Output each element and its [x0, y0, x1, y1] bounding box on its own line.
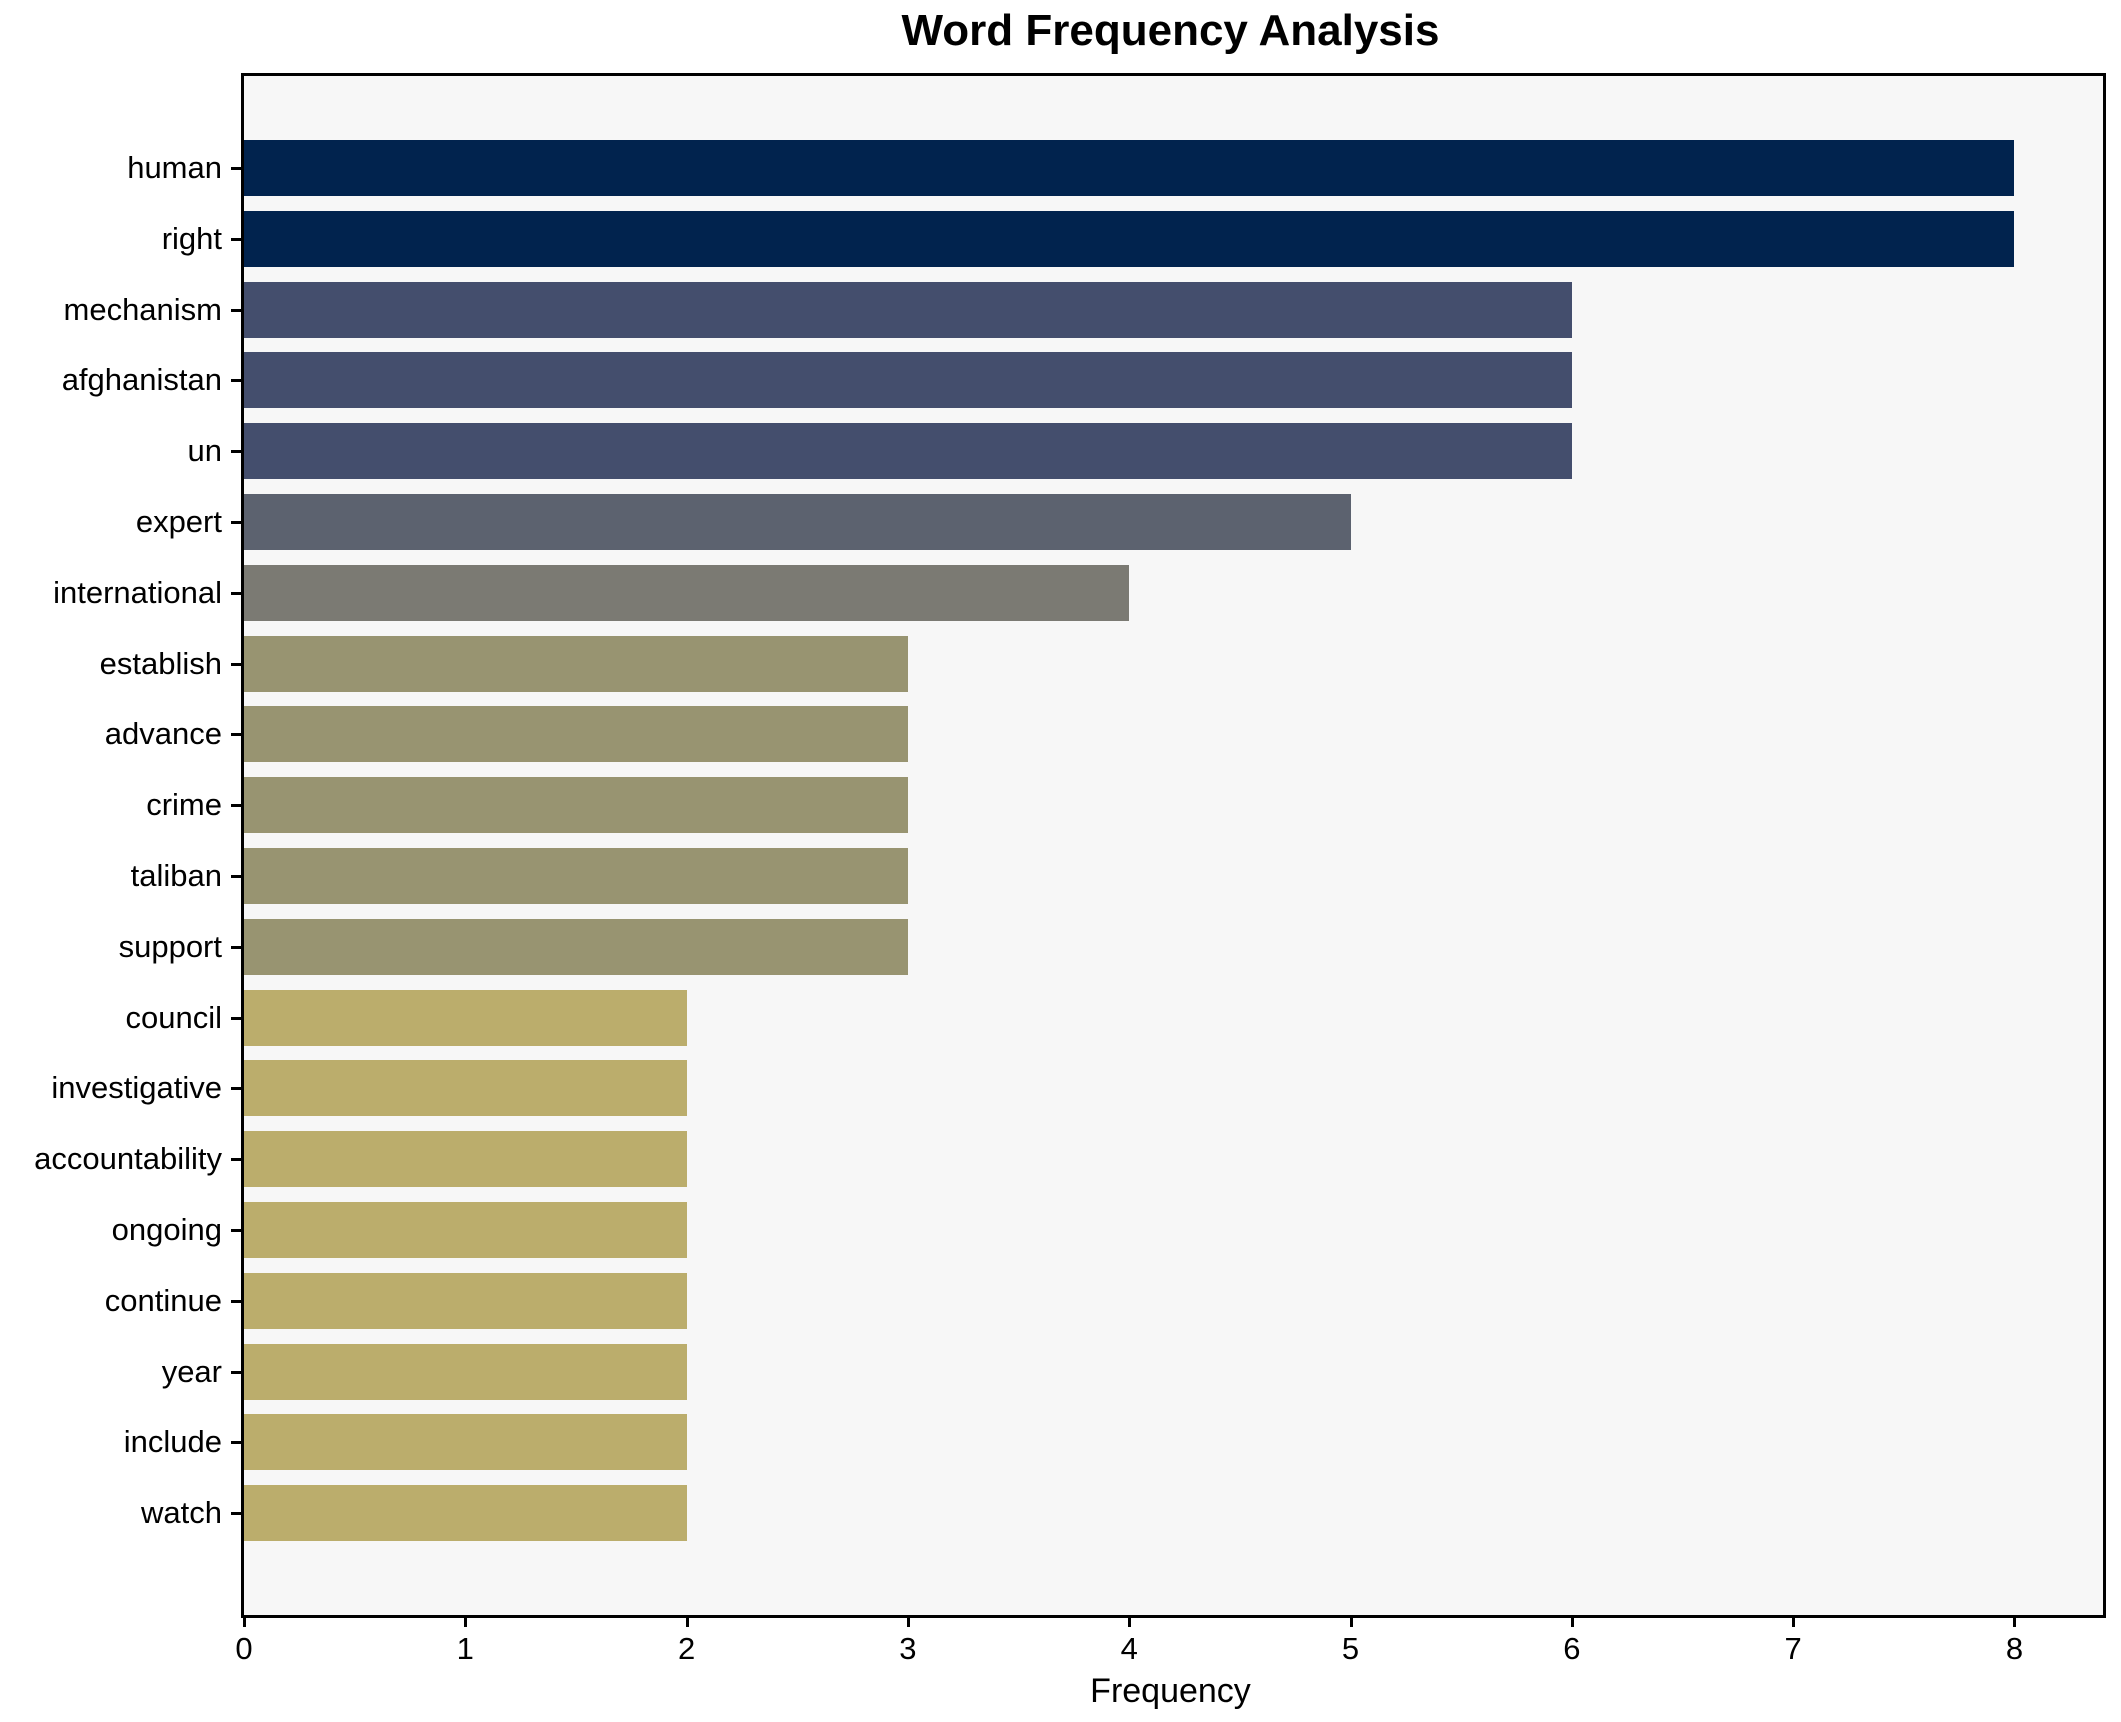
y-tick-mark [231, 733, 241, 737]
y-tick-mark [231, 1299, 241, 1303]
x-tick-mark [1792, 1616, 1796, 1627]
y-tick-mark [231, 591, 241, 595]
bar-include [244, 1414, 687, 1471]
y-tick-mark [231, 237, 241, 241]
x-tick-mark [1570, 1616, 1574, 1627]
x-tick-mark [464, 1616, 468, 1627]
bar-mechanism [244, 281, 1572, 338]
y-tick-label-human: human [127, 150, 222, 185]
bar-year [244, 1343, 687, 1400]
y-tick-label-establish: establish [99, 645, 222, 681]
bar-investigative [244, 1060, 687, 1117]
y-tick-mark [231, 1370, 241, 1374]
y-tick-mark [231, 662, 241, 666]
x-tick-mark [1128, 1616, 1132, 1627]
y-tick-mark [231, 1016, 241, 1020]
y-tick-label-ongoing: ongoing [111, 1212, 222, 1247]
x-tick-mark [1349, 1616, 1353, 1627]
bar-expert [244, 494, 1351, 550]
x-tick-label-0: 0 [235, 1631, 253, 1666]
y-tick-label-year: year [161, 1353, 222, 1389]
bar-watch [244, 1485, 687, 1542]
bar-council [244, 989, 687, 1046]
x-tick-label-7: 7 [1784, 1631, 1802, 1666]
y-tick-mark [231, 945, 241, 949]
y-tick-label-investigative: investigative [51, 1070, 222, 1106]
y-tick-label-accountability: accountability [34, 1141, 222, 1177]
y-tick-label-crime: crime [146, 787, 222, 823]
bar-establish [244, 635, 908, 692]
x-tick-label-6: 6 [1563, 1631, 1581, 1666]
y-tick-label-continue: continue [104, 1282, 222, 1318]
x-axis-label: Frequency [1090, 1672, 1251, 1710]
x-tick-label-2: 2 [677, 1631, 696, 1666]
y-tick-mark [231, 379, 241, 383]
bar-continue [244, 1272, 687, 1329]
y-tick-label-mechanism: mechanism [63, 291, 223, 327]
chart-title: Word Frequency Analysis [901, 6, 1440, 55]
y-tick-mark [231, 167, 241, 170]
y-tick-label-right: right [161, 220, 222, 256]
bar-accountability [244, 1131, 687, 1188]
y-tick-label-afghanistan: afghanistan [61, 362, 222, 398]
x-tick-label-8: 8 [2005, 1631, 2024, 1666]
bar-crime [244, 777, 908, 834]
bar-afghanistan [244, 352, 1572, 409]
y-tick-label-international: international [53, 574, 222, 610]
bar-right [244, 210, 2014, 267]
x-tick-label-5: 5 [1341, 1631, 1360, 1666]
x-tick-mark [2013, 1616, 2017, 1627]
y-tick-label-watch: watch [141, 1495, 222, 1531]
y-tick-label-support: support [118, 928, 222, 964]
y-tick-mark [231, 804, 241, 808]
x-tick-mark [906, 1616, 910, 1627]
y-tick-mark [231, 1087, 241, 1091]
y-tick-label-council: council [125, 999, 223, 1035]
bar-ongoing [244, 1202, 687, 1258]
x-tick-label-1: 1 [456, 1631, 474, 1666]
x-tick-mark [243, 1616, 246, 1627]
bar-international [244, 564, 1129, 621]
y-tick-mark [231, 1158, 241, 1162]
bar-human [244, 140, 2014, 196]
bar-support [244, 918, 908, 975]
y-tick-label-un: un [187, 433, 222, 469]
x-tick-label-3: 3 [899, 1631, 917, 1666]
y-tick-label-taliban: taliban [130, 858, 222, 893]
y-tick-mark [231, 1441, 241, 1445]
y-tick-label-include: include [123, 1424, 222, 1460]
bar-un [244, 423, 1572, 480]
y-tick-label-expert: expert [135, 504, 222, 539]
bar-taliban [244, 848, 908, 904]
y-tick-mark [231, 308, 241, 312]
y-tick-mark [231, 875, 241, 878]
x-tick-label-4: 4 [1120, 1631, 1138, 1666]
bar-advance [244, 706, 908, 763]
x-tick-mark [685, 1616, 689, 1627]
y-tick-mark [231, 1229, 241, 1232]
y-tick-mark [231, 450, 241, 454]
y-tick-mark [231, 521, 241, 524]
y-tick-mark [231, 1512, 241, 1516]
y-tick-label-advance: advance [104, 716, 222, 752]
